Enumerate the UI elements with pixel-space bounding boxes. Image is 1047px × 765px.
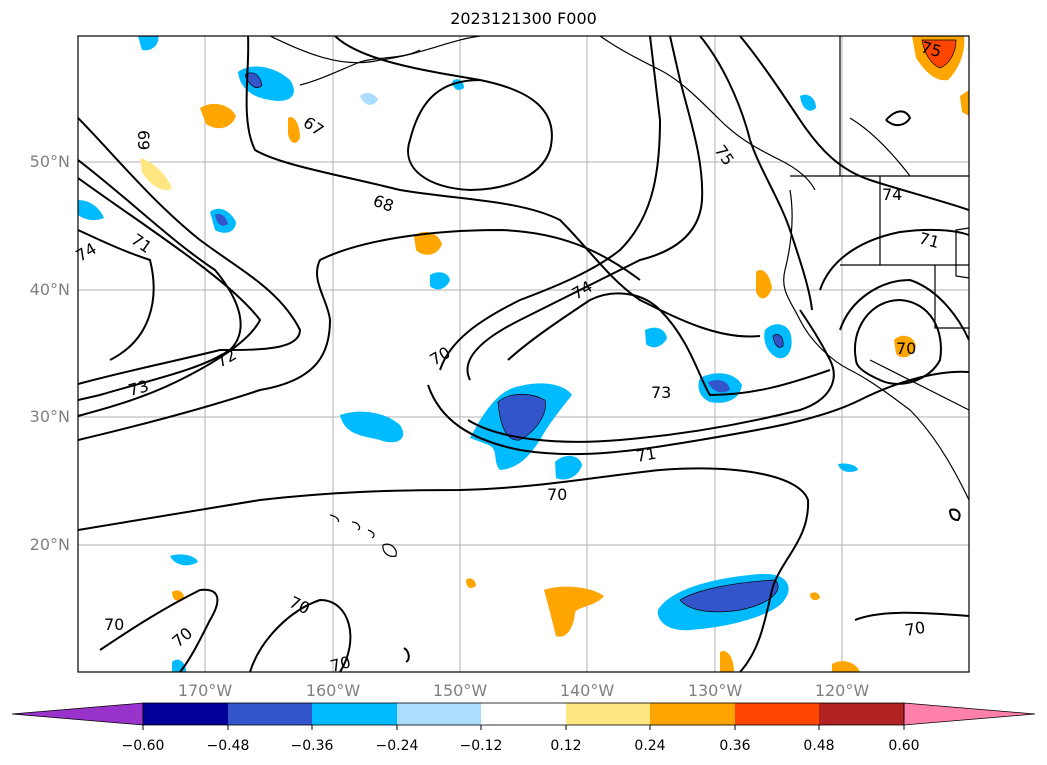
colorbar-segment bbox=[228, 703, 312, 725]
colorbar-segment bbox=[819, 703, 904, 725]
colorbar-segment bbox=[312, 703, 397, 725]
colorbar-tick-label: 0.12 bbox=[550, 738, 582, 754]
colorbar-extend-low bbox=[11, 702, 144, 726]
negative-anomaly-patches bbox=[78, 36, 858, 672]
coastlines bbox=[269, 36, 969, 557]
contour-label: 69 bbox=[134, 130, 153, 150]
contour-label: 73 bbox=[126, 376, 151, 400]
latitude-label: 50°N bbox=[29, 152, 70, 171]
latitude-label: 20°N bbox=[29, 535, 70, 554]
contour-label: 75 bbox=[919, 38, 944, 62]
contour-label: 71 bbox=[917, 229, 942, 253]
contour-label: 73 bbox=[651, 383, 671, 402]
latitude-label: 30°N bbox=[29, 407, 70, 426]
colorbar-tick-label: 0.60 bbox=[888, 738, 920, 754]
longitude-label: 170°W bbox=[177, 681, 233, 700]
latitude-label: 40°N bbox=[29, 280, 70, 299]
contour-label: 70 bbox=[903, 618, 926, 640]
colorbar-tick-label: −0.24 bbox=[375, 738, 419, 754]
plot-area bbox=[78, 36, 969, 672]
colorbar-tick-label: 0.24 bbox=[634, 738, 666, 754]
longitude-label: 150°W bbox=[432, 681, 488, 700]
map-title: 2023121300 F000 bbox=[450, 9, 597, 28]
colorbar-tick-label: −0.48 bbox=[206, 738, 250, 754]
colorbar-tick-label: −0.12 bbox=[459, 738, 503, 754]
contour-label: 70 bbox=[104, 615, 124, 634]
positive-anomaly-patches bbox=[140, 36, 969, 672]
longitude-label: 130°W bbox=[687, 681, 743, 700]
plot-frame bbox=[77, 35, 970, 673]
contour-label: 70 bbox=[896, 339, 916, 358]
colorbar-tick-label: 0.36 bbox=[719, 738, 751, 754]
colorbar-segment bbox=[397, 703, 481, 725]
colorbar-segment bbox=[650, 703, 735, 725]
colorbar bbox=[11, 702, 1036, 730]
colorbar-tick-label: −0.60 bbox=[121, 738, 165, 754]
colorbar-segment bbox=[143, 703, 228, 725]
longitude-label: 160°W bbox=[305, 681, 361, 700]
contour-label: 71 bbox=[634, 444, 657, 466]
colorbar-extend-high bbox=[903, 702, 1036, 726]
contour-lines bbox=[78, 36, 969, 672]
gridlines bbox=[78, 36, 969, 672]
colorbar-segment bbox=[735, 703, 819, 725]
longitude-label: 120°W bbox=[814, 681, 870, 700]
colorbar-segment bbox=[566, 703, 650, 725]
colorbar-tick-label: 0.48 bbox=[803, 738, 835, 754]
contour-label: 70 bbox=[328, 652, 353, 676]
contour-label: 74 bbox=[882, 185, 902, 204]
longitude-label: 140°W bbox=[559, 681, 615, 700]
contour-label: 70 bbox=[547, 485, 567, 504]
colorbar-segment bbox=[481, 703, 566, 725]
anomaly-outlines bbox=[244, 39, 957, 613]
colorbar-tick-label: −0.36 bbox=[290, 738, 334, 754]
